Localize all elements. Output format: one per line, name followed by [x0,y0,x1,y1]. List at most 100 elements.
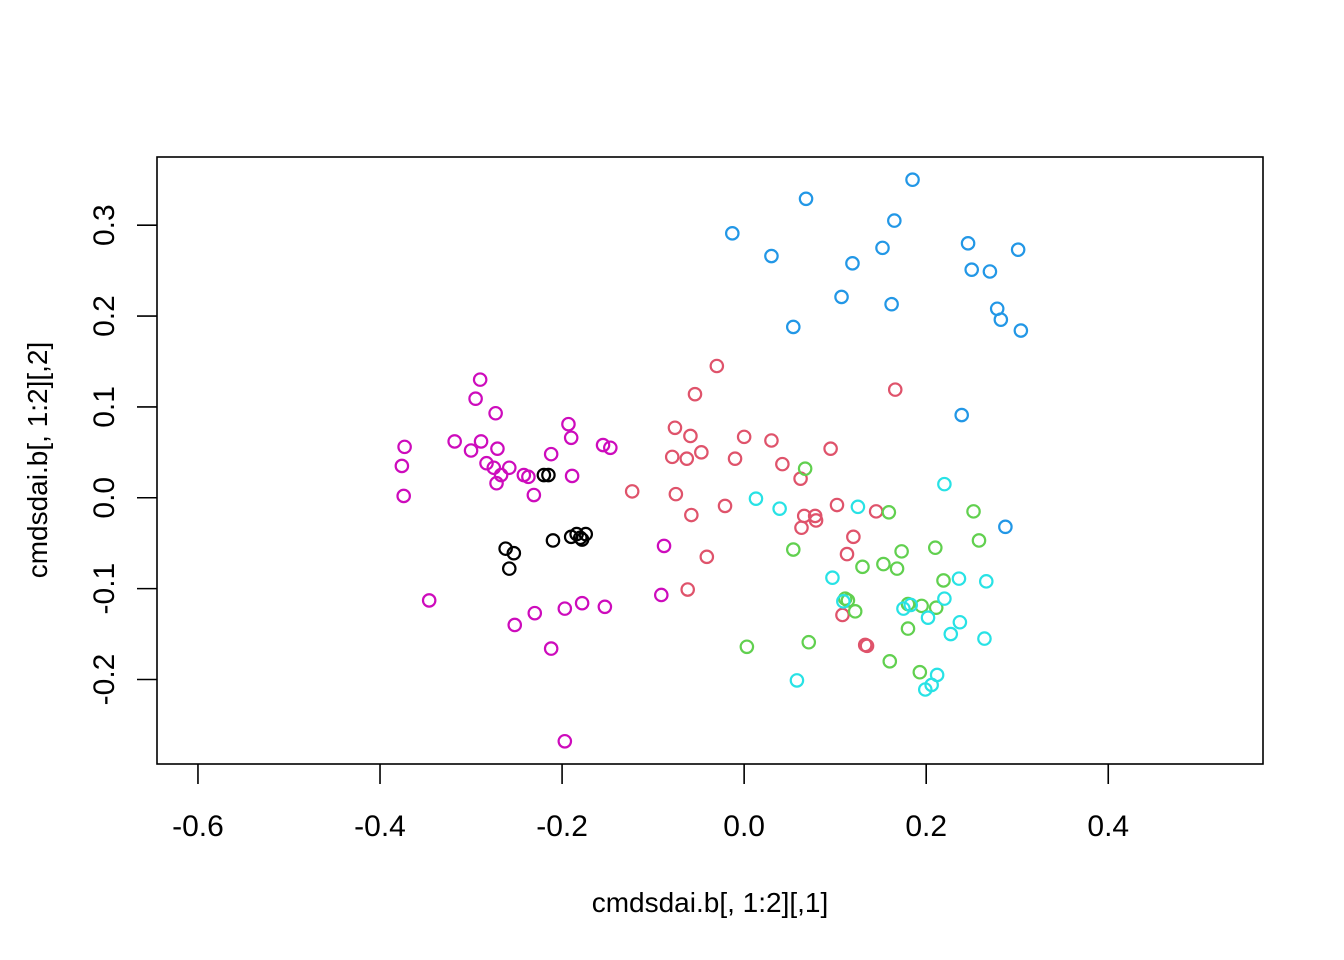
data-point [507,617,523,633]
data-point [794,520,809,536]
data-point [725,226,740,241]
data-point [727,451,743,466]
data-point [506,545,522,561]
data-point [603,440,618,456]
data-point [978,574,994,589]
plot-frame [156,156,1264,765]
data-point [748,491,764,506]
data-point [960,236,976,251]
data-point [836,594,851,609]
data-point [396,488,411,504]
data-point [557,733,573,749]
data-point [498,541,513,556]
data-point [472,372,488,387]
data-point [876,556,891,572]
data-point [789,673,805,688]
data-point [823,441,838,456]
data-point [798,191,814,207]
y-axis-label: cmdsdai.b[, 1:2][,2] [22,342,53,579]
data-point [998,519,1013,535]
data-point [687,386,703,402]
data-point [951,571,967,586]
data-point [835,607,850,623]
data-point [764,248,779,264]
data-point [501,561,517,576]
data-point [785,319,801,335]
data-point [493,467,509,483]
data-point [1010,242,1026,257]
data-point [982,264,998,279]
data-points [394,172,1029,749]
data-point [668,486,684,502]
data-point [526,487,542,503]
x-tick-label: -0.4 [354,810,406,843]
data-point [859,638,875,654]
data-point [624,484,640,499]
data-point [903,597,919,613]
data-point [954,407,969,423]
x-tick-label: 0.4 [1087,810,1129,843]
data-point [936,573,951,588]
data-point [881,504,897,520]
data-point [488,405,503,421]
data-point [896,601,911,616]
data-point [889,561,905,576]
data-point [971,533,987,548]
y-tick-label: 0.0 [88,477,121,519]
data-point [694,445,709,460]
data-point [490,441,505,456]
data-point [545,533,561,548]
data-point [717,498,733,514]
data-point [473,434,489,449]
data-point [653,587,669,603]
data-point [875,240,890,256]
data-point [561,416,576,432]
data-point [563,430,579,446]
data-point [801,634,817,650]
data-point [775,456,790,472]
data-point [679,451,695,466]
data-point [764,433,779,448]
data-point [964,262,980,277]
data-point [527,605,543,621]
data-point [937,591,952,606]
data-point [739,639,755,655]
data-point [736,429,752,445]
data-point [920,610,936,626]
data-point [900,621,916,636]
x-axis-label: cmdsdai.b[, 1:2][,1] [592,887,829,918]
y-tick-label: 0.3 [88,204,121,246]
data-point [468,391,483,407]
data-point [882,654,898,669]
data-point [887,382,903,397]
data-point [709,358,725,374]
data-point [1013,323,1029,338]
data-point [595,437,611,453]
data-point [564,468,580,484]
data-point [894,544,909,559]
data-point [489,475,504,491]
data-point [543,446,559,462]
x-tick-label: -0.6 [172,810,224,843]
data-point [914,598,929,614]
data-point [966,504,981,519]
data-point [977,631,992,646]
data-point [536,467,552,483]
data-point [394,458,410,474]
y-tick-label: -0.2 [88,654,121,706]
data-point [543,641,559,656]
data-point [847,604,863,619]
data-point [578,526,594,542]
data-point [397,439,412,455]
data-point [447,434,462,449]
data-point [797,461,813,476]
x-tick-label: -0.2 [536,810,588,843]
data-point [825,570,840,586]
data-point [993,312,1009,327]
data-point [927,540,943,556]
x-tick-label: 0.2 [905,810,947,843]
data-point [667,420,683,436]
y-tick-label: 0.2 [88,295,121,337]
data-point [421,593,437,608]
